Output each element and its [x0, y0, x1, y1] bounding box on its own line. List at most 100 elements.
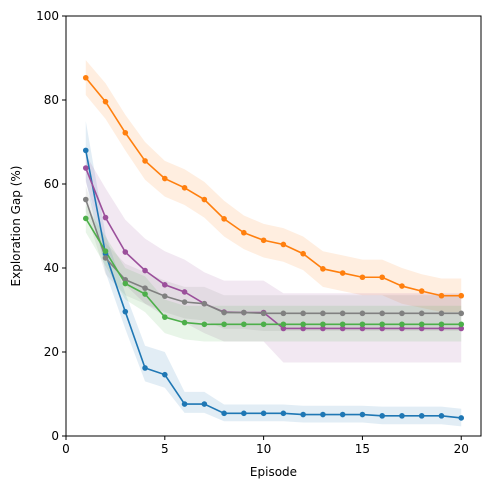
- series-4-point: [320, 310, 326, 317]
- series-4-point: [221, 309, 227, 316]
- series-4-point: [241, 309, 247, 316]
- series-3-point: [399, 325, 405, 332]
- series-2-point: [142, 365, 148, 371]
- y-tick-label: 100: [36, 9, 59, 23]
- series-3-point: [379, 325, 385, 332]
- series-1-point: [458, 292, 465, 299]
- confidence-bands: [85, 60, 462, 427]
- series-1-point: [300, 250, 306, 257]
- series-3-point: [438, 325, 445, 332]
- x-tick-label: 5: [161, 442, 169, 456]
- series-3-point: [82, 165, 89, 171]
- series-4-point: [379, 310, 385, 317]
- y-tick-label: 20: [44, 345, 59, 359]
- series-2-point: [399, 413, 405, 419]
- series-2-point: [458, 415, 465, 421]
- series-4-point: [181, 299, 188, 305]
- series-4-line: [85, 199, 462, 315]
- series-2-point: [82, 147, 89, 154]
- series-5-point: [300, 321, 306, 328]
- series-1-point: [102, 98, 109, 105]
- series-4-point: [260, 310, 267, 317]
- series-5-point: [379, 321, 385, 328]
- series-1-point: [399, 283, 405, 289]
- series-5-line: [85, 218, 462, 326]
- series-3-point: [418, 325, 425, 332]
- series-2-point: [162, 371, 168, 378]
- series-5-point: [458, 321, 465, 328]
- series-1-point: [122, 129, 129, 136]
- x-tick-label: 20: [454, 442, 469, 456]
- series-3-point: [458, 325, 465, 332]
- series-2-point: [241, 410, 247, 417]
- series-1-point: [241, 229, 247, 236]
- series-1-point: [339, 270, 346, 276]
- series-2-point: [280, 410, 287, 417]
- series-2-line: [84, 150, 462, 419]
- series-1-point: [82, 74, 89, 81]
- series-3-point: [162, 282, 168, 288]
- series-4-point: [418, 310, 425, 317]
- series-1-band: [85, 60, 462, 313]
- series-5-point: [359, 321, 366, 328]
- series-3-point: [122, 249, 129, 255]
- series-5-point: [181, 319, 188, 326]
- series-3-point: [142, 267, 148, 274]
- series-4-point: [142, 285, 148, 291]
- y-tick-label: 40: [44, 261, 59, 275]
- series-5-point: [82, 215, 89, 222]
- series-2-point: [418, 413, 425, 419]
- series-4-band: [85, 186, 462, 331]
- series-3-point: [359, 325, 366, 332]
- series-4-point: [458, 310, 465, 317]
- y-tick-label: 0: [51, 429, 59, 443]
- series-1-point: [379, 274, 385, 281]
- series-2-point: [181, 401, 188, 407]
- series-2-point: [122, 308, 129, 315]
- series-2-point: [300, 411, 306, 418]
- series-1-point: [320, 266, 326, 272]
- series-4-point: [162, 293, 168, 299]
- series-4-point: [102, 255, 109, 261]
- series-5-point: [201, 321, 208, 328]
- x-tick-label: 15: [355, 442, 370, 456]
- series-points: [82, 74, 465, 421]
- series-2-point: [260, 410, 267, 417]
- x-tick-label: 0: [62, 442, 70, 456]
- series-1-point: [181, 184, 188, 191]
- series-1-point: [201, 196, 208, 203]
- series-1-point: [142, 158, 148, 164]
- series-5-band: [85, 205, 462, 342]
- series-4-point: [399, 310, 405, 317]
- series-3-line: [85, 167, 462, 330]
- series-5-point: [260, 321, 267, 328]
- series-2-point: [201, 401, 208, 407]
- x-axis-label: Episode: [250, 465, 297, 479]
- series-1-point: [162, 175, 168, 182]
- series-1-point: [438, 292, 445, 299]
- series-4-point: [300, 310, 306, 317]
- series-3-point: [181, 289, 188, 295]
- series-1-point: [221, 216, 227, 222]
- series-3-point: [280, 325, 287, 332]
- series-5-point: [418, 321, 425, 328]
- series-2-point: [379, 413, 385, 419]
- y-axis-label: Exploration Gap (%): [9, 166, 23, 287]
- series-4-point: [438, 310, 445, 317]
- series-2-point: [339, 411, 346, 418]
- series-2-point: [221, 410, 227, 417]
- x-axis: 0 5 10 15 20: [62, 436, 469, 456]
- series-5-point: [241, 321, 247, 328]
- series-1-point: [280, 241, 287, 248]
- series-2-point: [320, 411, 326, 418]
- series-1-point: [359, 274, 366, 281]
- series-5-point: [280, 321, 287, 328]
- series-5-point: [102, 248, 109, 254]
- series-2-point: [438, 413, 445, 419]
- series-1-point: [418, 288, 425, 294]
- series-3-point: [300, 325, 306, 332]
- series-5-point: [399, 321, 405, 328]
- x-tick-label: 10: [256, 442, 271, 456]
- series-4-point: [82, 196, 89, 203]
